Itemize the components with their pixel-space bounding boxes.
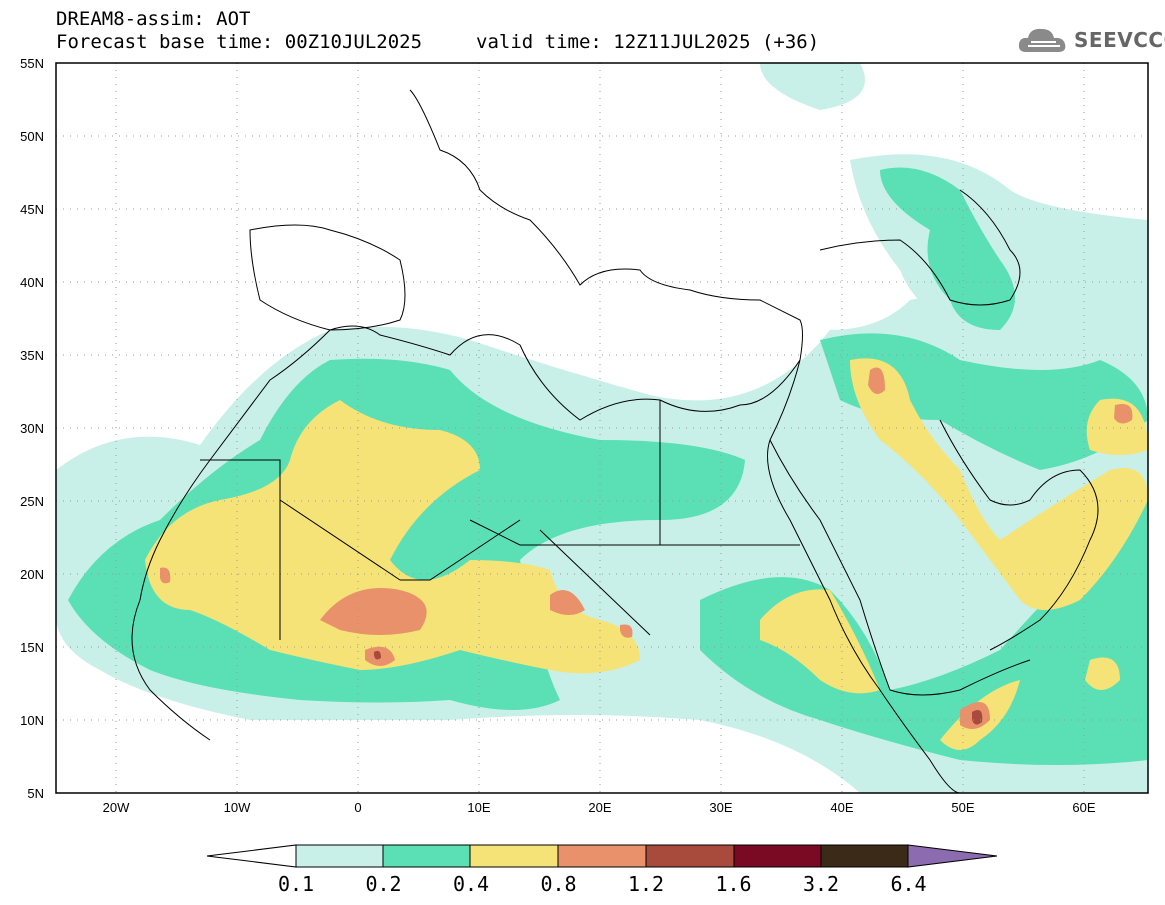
lon-label: 20E bbox=[588, 800, 612, 815]
lat-label: 50N bbox=[20, 129, 44, 144]
colorbar bbox=[206, 844, 998, 868]
lat-label: 5N bbox=[27, 786, 44, 801]
colorbar-bin bbox=[733, 844, 822, 868]
colorbar-label: 1.2 bbox=[627, 872, 665, 896]
colorbar-label: 1.6 bbox=[715, 872, 752, 896]
colorbar-under bbox=[206, 844, 297, 868]
lon-label: 20W bbox=[102, 800, 130, 815]
map-title: DREAM8-assim: AOT bbox=[56, 8, 251, 30]
coastlines bbox=[131, 89, 1099, 793]
base-time: Forecast base time: 00Z10JUL2025 bbox=[56, 31, 423, 53]
lon-label: 60E bbox=[1072, 800, 1096, 815]
valid-time: valid time: 12Z11JUL2025 (+36) bbox=[476, 31, 820, 53]
lon-label: 50E bbox=[951, 800, 975, 815]
colorbar-over bbox=[907, 844, 998, 868]
lat-label: 25N bbox=[20, 494, 44, 509]
colorbar-label: 0.2 bbox=[365, 872, 402, 896]
lon-label: 10E bbox=[467, 800, 491, 815]
lon-label: 40E bbox=[830, 800, 854, 815]
colorbar-label: 3.2 bbox=[802, 872, 840, 896]
lat-label: 45N bbox=[20, 202, 44, 217]
lat-label: 55N bbox=[20, 56, 44, 71]
colorbar-bin bbox=[469, 844, 559, 868]
logo-text: SEEVCCC bbox=[1074, 28, 1165, 52]
colorbar-bin bbox=[820, 844, 909, 868]
colorbar-label: 0.4 bbox=[452, 872, 490, 896]
lon-label: 10W bbox=[223, 800, 251, 815]
lon-label: 0 bbox=[354, 800, 362, 815]
map-grid bbox=[56, 63, 1148, 793]
colorbar-label: 0.8 bbox=[540, 872, 577, 896]
colorbar-bin bbox=[382, 844, 471, 868]
lat-label: 15N bbox=[20, 640, 44, 655]
lat-label: 10N bbox=[20, 713, 44, 728]
lon-label: 30E bbox=[709, 800, 733, 815]
colorbar-bin bbox=[295, 844, 384, 868]
map-frame bbox=[55, 62, 1149, 794]
lat-label: 30N bbox=[20, 421, 44, 436]
colorbar-bin bbox=[645, 844, 735, 868]
colorbar-label: 0.1 bbox=[277, 872, 315, 896]
colorbar-bin bbox=[557, 844, 647, 868]
cloud-icon bbox=[1018, 28, 1066, 52]
aot-field bbox=[56, 63, 1148, 793]
lat-label: 20N bbox=[20, 567, 44, 582]
seevccc-logo: SEEVCCC bbox=[1016, 22, 1165, 58]
lat-label: 40N bbox=[20, 275, 44, 290]
lat-label: 35N bbox=[20, 348, 44, 363]
colorbar-label: 6.4 bbox=[890, 872, 927, 896]
